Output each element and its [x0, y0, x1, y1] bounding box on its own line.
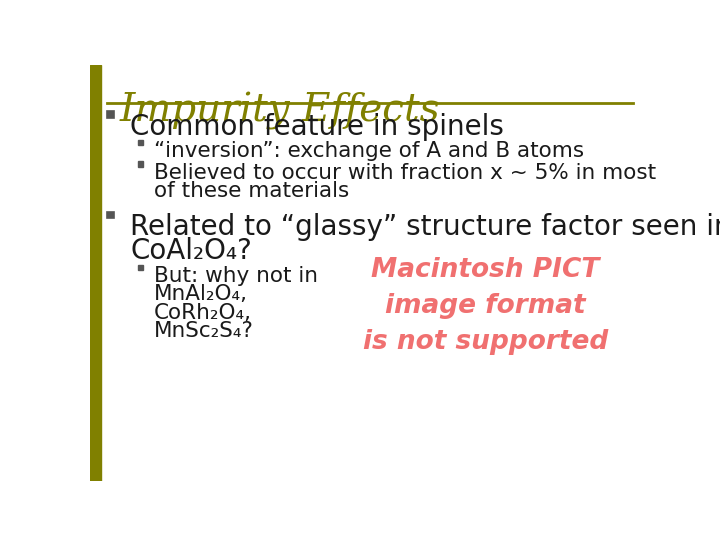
Bar [138, 140, 143, 145]
Text: MnSc₂S₄?: MnSc₂S₄? [153, 321, 253, 341]
Text: of these materials: of these materials [153, 181, 348, 201]
Text: MnAl₂O₄,: MnAl₂O₄, [153, 285, 248, 305]
Text: Related to “glassy” structure factor seen in: Related to “glassy” structure factor see… [130, 213, 720, 241]
Text: Common feature in spinels: Common feature in spinels [130, 112, 504, 140]
Bar [90, 65, 101, 481]
Text: CoRh₂O₄,: CoRh₂O₄, [153, 303, 251, 323]
Text: CoAl₂O₄?: CoAl₂O₄? [130, 238, 252, 265]
Bar [138, 161, 143, 167]
Text: Believed to occur with fraction x ~ 5% in most: Believed to occur with fraction x ~ 5% i… [153, 163, 656, 183]
Text: “inversion”: exchange of A and B atoms: “inversion”: exchange of A and B atoms [153, 141, 584, 161]
Bar [107, 212, 114, 219]
Text: Impurity Effects: Impurity Effects [120, 92, 440, 130]
Text: But: why not in: But: why not in [153, 266, 318, 286]
Text: Macintosh PICT
image format
is not supported: Macintosh PICT image format is not suppo… [363, 257, 608, 355]
Bar [138, 265, 143, 270]
Bar [107, 111, 114, 118]
